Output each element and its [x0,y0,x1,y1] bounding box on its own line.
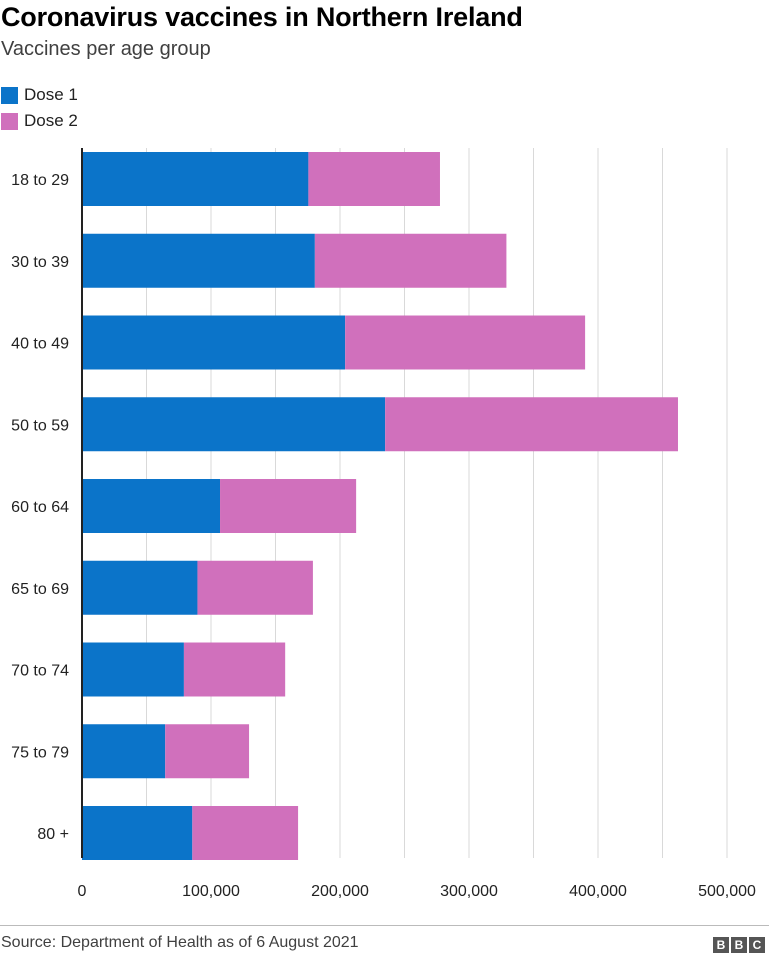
category-label: 75 to 79 [11,744,69,761]
legend-label-dose-2: Dose 2 [24,111,78,130]
source-note: Source: Department of Health as of 6 Aug… [1,934,359,951]
x-tick-label: 300,000 [440,883,498,900]
legend-item-dose-2: Dose 2 [1,108,78,134]
bar-dose-2 [165,724,250,779]
legend-label-dose-1: Dose 1 [24,85,78,104]
bar-dose-2 [183,642,286,697]
bar-dose-1 [82,479,221,533]
category-label: 30 to 39 [11,254,69,271]
bar-dose-1 [82,642,184,697]
bar-dose-1 [82,397,386,452]
chart-title: Coronavirus vaccines in Northern Ireland [1,2,523,32]
x-tick-label: 200,000 [311,883,369,900]
bar-dose-1 [82,315,346,370]
bar-dose-2 [197,560,313,615]
chart-subtitle: Vaccines per age group [1,38,211,60]
bbc-logo-letter: B [731,937,747,953]
bar-dose-1 [82,233,315,288]
category-label: 65 to 69 [11,581,69,598]
bar-dose-2 [345,315,586,370]
bar-dose-2 [192,806,299,860]
footer-divider [0,925,769,926]
bbc-logo: B B C [713,937,765,953]
bar-dose-1 [82,806,193,860]
bar-dose-2 [220,479,357,533]
category-label: 18 to 29 [11,172,69,189]
category-label: 70 to 74 [11,663,69,680]
x-tick-label: 0 [78,883,87,900]
x-tick-label: 400,000 [569,883,627,900]
legend-swatch-dose-1 [1,86,18,104]
legend-swatch-dose-2 [1,112,18,130]
category-label: 80 + [37,826,69,843]
legend-item-dose-1: Dose 1 [1,82,78,108]
category-label: 50 to 59 [11,417,69,434]
stacked-bar-chart: 18 to 29 30 to 39 40 to 49 50 to 59 60 to 64… [11,148,756,900]
bar-dose-1 [82,724,166,779]
category-label: 40 to 49 [11,336,69,353]
bar-dose-2 [314,233,507,288]
x-tick-label: 500,000 [698,883,756,900]
bar-dose-1 [82,152,309,206]
x-tick-label: 100,000 [182,883,240,900]
bbc-logo-letter: B [713,937,729,953]
bar-dose-2 [308,152,440,206]
bbc-logo-letter: C [749,937,765,953]
bar-dose-2 [385,397,678,452]
legend: Dose 1 Dose 2 [1,82,78,134]
bar-dose-1 [82,560,198,615]
category-label: 60 to 64 [11,499,69,516]
